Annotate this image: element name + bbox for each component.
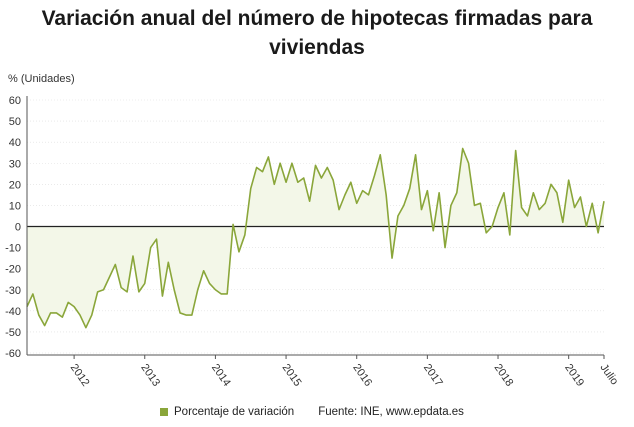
y-tick-label: -10 <box>5 243 21 255</box>
y-tick-label: -20 <box>5 264 21 276</box>
series-line-path <box>26 147 605 329</box>
area-fill <box>27 148 604 328</box>
y-tick-label: 20 <box>9 179 21 191</box>
y-tick-label: -50 <box>5 327 21 339</box>
y-tick-labels: 60 50 40 30 20 10 0 -10 -20 -30 -40 -50 -60 <box>5 95 21 360</box>
area-fill-path <box>27 148 604 328</box>
chart-title: Variación anual del número de hipotecas … <box>41 7 593 59</box>
x-tick-label: 2015 <box>280 362 304 389</box>
x-tick-label: 2017 <box>421 362 445 389</box>
y-tick-label: 10 <box>9 200 21 212</box>
y-tick-label: 60 <box>9 95 21 107</box>
x-tick-labels: 2012 2013 2014 2015 2016 2017 2018 2019 Julio <box>68 362 621 389</box>
y-tick-label: 30 <box>9 158 21 170</box>
x-tick-label: 2019 <box>562 362 586 389</box>
x-tick-label: 2014 <box>209 362 233 389</box>
x-tick-label: 2018 <box>492 362 516 389</box>
x-tick-label: 2012 <box>68 362 92 389</box>
legend: Porcentaje de variación Fuente: INE, www… <box>160 406 464 418</box>
y-tick-label: 50 <box>9 116 21 128</box>
source-label: Fuente: INE, www.epdata.es <box>318 406 464 418</box>
y-tick-label: -30 <box>5 285 21 297</box>
legend-label: Porcentaje de variación <box>174 406 295 418</box>
y-axis-unit-label: % (Unidades) <box>8 73 75 85</box>
x-tick-label: 2013 <box>138 362 162 389</box>
y-tick-label: 0 <box>15 222 21 234</box>
y-tick-label: -60 <box>5 348 21 360</box>
series-line <box>26 147 605 329</box>
axes <box>26 96 605 359</box>
legend-swatch <box>160 408 168 416</box>
y-tick-label: -40 <box>5 306 21 318</box>
y-tick-label: 40 <box>9 137 21 149</box>
x-tick-label: 2016 <box>350 362 374 389</box>
x-tick-label: Julio <box>598 362 621 387</box>
